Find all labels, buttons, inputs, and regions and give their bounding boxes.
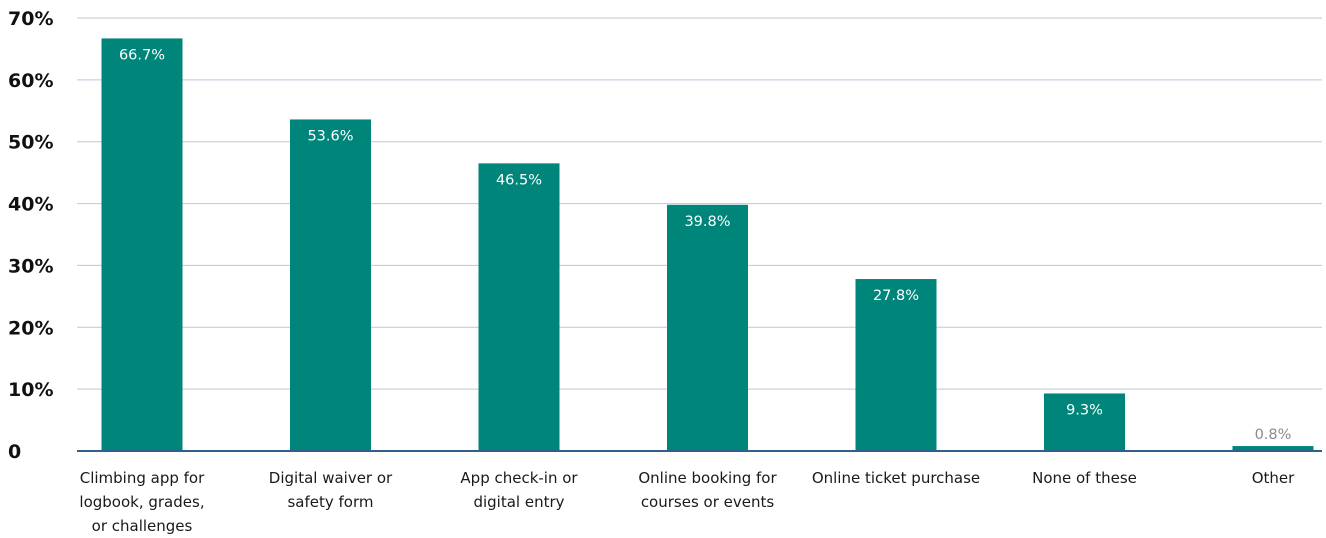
y-tick-label: 30% (8, 255, 53, 277)
bar (290, 119, 371, 452)
bars (101, 38, 1314, 452)
data-label: 66.7% (119, 47, 165, 63)
x-tick-label-line: courses or events (641, 493, 775, 511)
data-label: 39.8% (684, 214, 730, 230)
y-tick-label: 60% (8, 70, 53, 92)
y-tick-label: 20% (8, 317, 53, 339)
x-tick-label-line: digital entry (473, 493, 564, 511)
bar (855, 279, 937, 451)
x-tick-label-line: Climbing app for (80, 469, 205, 487)
y-tick-label: 40% (8, 194, 53, 216)
bar (101, 38, 183, 452)
y-tick-label: 50% (8, 132, 53, 154)
x-tick-label: Digital waiver or safety form (269, 469, 393, 511)
x-tick-label-line: Online booking for (638, 469, 777, 487)
bar (1044, 393, 1125, 451)
x-tick-label: Online booking for courses or events (638, 469, 777, 511)
x-tick-label: Online ticket purchase (812, 469, 980, 487)
data-label: 27.8% (873, 288, 919, 304)
y-tick-label: 70% (8, 8, 53, 30)
x-tick-label: Other (1252, 469, 1295, 487)
x-axis-category-labels: Climbing app for logbook, grades, or chall… (79, 469, 1295, 535)
data-label: 46.5% (496, 172, 542, 188)
y-axis-tick-labels: 0 10% 20% 30% 40% 50% 60% 70% (8, 8, 53, 463)
x-tick-label: Climbing app for logbook, grades, or chall… (79, 469, 205, 535)
bar (667, 204, 748, 451)
x-tick-label-line: or challenges (92, 517, 193, 535)
y-tick-label: 10% (8, 379, 53, 401)
x-tick-label-line: Digital waiver or (269, 469, 393, 487)
data-label: 0.8% (1255, 427, 1292, 443)
x-tick-label-line: Other (1252, 469, 1295, 487)
x-tick-label-line: App check-in or (460, 469, 578, 487)
bar (478, 163, 560, 451)
x-tick-label: None of these (1032, 469, 1137, 487)
x-tick-label-line: Online ticket purchase (812, 469, 980, 487)
x-tick-label: App check-in or digital entry (460, 469, 578, 511)
data-label: 9.3% (1066, 402, 1103, 418)
y-tick-label: 0 (8, 441, 21, 463)
x-tick-label-line: logbook, grades, (79, 493, 204, 511)
x-tick-label-line: None of these (1032, 469, 1137, 487)
bar (1232, 446, 1314, 451)
data-label: 53.6% (307, 128, 353, 144)
x-tick-label-line: safety form (287, 493, 373, 511)
data-labels: 66.7% 53.6% 46.5% 39.8% 27.8% 9.3% 0.8% (119, 47, 1291, 443)
